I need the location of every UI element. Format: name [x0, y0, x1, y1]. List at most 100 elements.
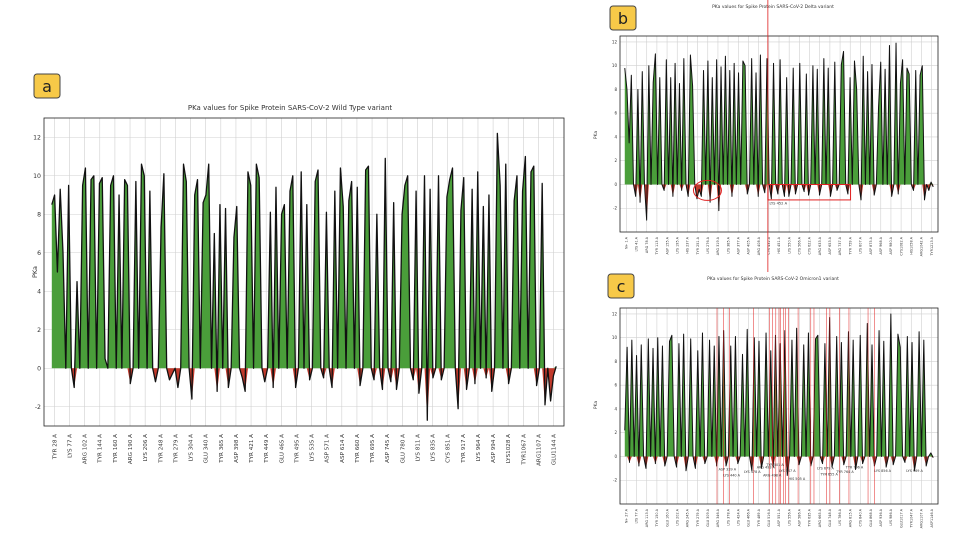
xtick-label: TYR1213 A: [930, 236, 934, 256]
panel-b: b PKa values for Spike Protein SARS-CoV-…: [593, 0, 939, 272]
xtick-label: GLU 340 A: [204, 434, 210, 463]
xtick-label: GLU 748 A: [828, 508, 832, 526]
xtick-label: LYS 206 A: [143, 434, 149, 462]
ytick-label: -2: [35, 404, 41, 411]
annotation-label: LYS 440 A: [723, 474, 740, 478]
xtick-label: HIS 237 A: [686, 236, 690, 253]
xtick-label: N+ 1 A: [625, 236, 629, 249]
xtick-label: LYS 986 A: [889, 508, 893, 525]
panel-a-label: a: [42, 77, 52, 96]
xtick-label: GLU1017 A: [899, 508, 903, 528]
xtick-label: GLU 516 A: [767, 508, 771, 526]
ytick-label: 6: [614, 111, 617, 116]
panel-a-badge: a: [33, 73, 61, 99]
xtick-label: LYS 786 A: [838, 508, 842, 525]
plot-a: -2 0 2 4 6 8 10 12 TYR 28 A LYS 77 A ARG 102 A TYR …: [33, 117, 565, 466]
plot-c: -2 0 2 4 6 8 10 12 N+ 27 A LYS 77 A ARG 113 A TYR 1…: [612, 307, 939, 529]
xtick-label: HIS1058 A: [909, 236, 913, 254]
xtick-label: TYR 365 A: [219, 434, 225, 464]
annotation-label: ARG 498 A: [763, 474, 782, 478]
xtick-label: LYS 811 A: [415, 434, 421, 462]
xtick-label: LYS 378 A: [726, 508, 730, 525]
negative-area-c: [624, 456, 934, 476]
xtick-label: CYS1082 A: [899, 236, 903, 255]
panel-c-title: PKa values for Spike Protein SARS-CoV-2 …: [707, 276, 839, 282]
annotation-label: LYS 856 A: [874, 469, 891, 473]
xtick-label: ARG 113 A: [645, 508, 649, 527]
positive-area-b: [624, 43, 934, 185]
annotation-label: LYS 452 A: [769, 202, 787, 206]
xtick-label: GLU1144 A: [552, 434, 558, 465]
annotation-label: LYS 679 A: [817, 467, 834, 471]
xtick-label: GLU 465 A: [279, 434, 285, 463]
xtick-label: TYR 495 A: [294, 434, 300, 464]
xtick-label: TYR 279 A: [173, 434, 179, 464]
plot-frame-a: [43, 117, 565, 427]
panel-b-badge: b: [609, 5, 637, 31]
xtick-label: ARG1107 A: [920, 508, 924, 528]
highlight-ellipse: [692, 179, 722, 201]
ytick-label: 4: [37, 288, 41, 295]
xtick-label: GLU 309 A: [706, 508, 710, 526]
xtick-label: LYS 835 A: [431, 434, 437, 462]
annotation-label: LYS 478 A: [744, 470, 761, 474]
panel-b-ylabel: PKa: [593, 131, 599, 140]
highlight-box: [767, 183, 852, 201]
xtick-label: LYS1028 A: [506, 434, 512, 463]
xtick-label: ASP 377 A: [736, 236, 740, 254]
panel-a-title: PKa values for Spike Protein SARS-CoV-2 …: [188, 104, 393, 112]
ytick-label: 10: [612, 63, 618, 68]
annotation-label: LYS 547 A: [779, 469, 796, 473]
ytick-label: 8: [614, 87, 617, 92]
xtick-label: TYR 279 A: [696, 508, 700, 527]
xtick-label: ASP 936 A: [879, 508, 883, 526]
panel-a: a PKa values for Spike Protein SARS-CoV-…: [31, 73, 565, 466]
xtick-label: TYR 489 A: [757, 508, 761, 527]
xtick-label: ASP 155 A: [665, 236, 669, 254]
xtick-label: LYS 77 A: [67, 434, 73, 458]
xtick-label: ARG 408 A: [757, 236, 761, 255]
panel-c-badge: c: [607, 273, 635, 299]
grid-a: [44, 118, 564, 426]
ytick-label: -2: [613, 478, 617, 483]
xtick-label: ARG 346 A: [716, 508, 720, 527]
xtick-label: ASP 551 A: [777, 508, 781, 526]
xtick-label: TYR 28 A: [52, 434, 58, 460]
ytick-label: 10: [612, 335, 618, 340]
xtick-label: ASP 398 A: [234, 434, 240, 463]
annotation-label: TYR 501 A: [765, 463, 784, 467]
annotation-label: TYR 796 A: [845, 465, 864, 469]
ytick-label: 0: [37, 365, 41, 372]
ytick-label: -2: [613, 206, 617, 211]
xtick-label: GLU 466 A: [747, 508, 751, 526]
ytick-label: 6: [37, 250, 41, 257]
xtick-label: TYR 917 A: [461, 434, 467, 464]
ytick-label: 6: [614, 383, 617, 388]
xtick-label: TYR 759 A: [848, 236, 852, 255]
ytick-label: 4: [614, 406, 617, 411]
xtick-label: LYS 556 A: [787, 508, 791, 525]
ytick-label: 12: [33, 134, 41, 141]
xtick-label: LYS 195 A: [675, 236, 679, 253]
xtick-label: GLU 160 A: [665, 508, 669, 526]
xtick-label: ARG1042 A: [920, 236, 924, 256]
xtick-label: ARG1107 A: [536, 434, 542, 466]
xtick-label: CYS 432 A: [767, 236, 771, 254]
xtick-label: ASP1146 A: [930, 508, 934, 527]
xtick-label: TYR 660 A: [355, 434, 361, 464]
xtick-label: TYR 150 A: [655, 508, 659, 527]
xtick-label: ARG 737 A: [838, 236, 842, 255]
xtick-label: LYS 964 A: [476, 434, 482, 462]
xtick-label: LYS 385 A: [726, 236, 730, 253]
panel-c-label: c: [617, 277, 626, 296]
xtick-label: TYR1047 A: [909, 508, 913, 528]
xtick-label: TYR 113 A: [655, 236, 659, 255]
xtick-label: TYR 421 A: [249, 434, 255, 464]
ytick-label: 8: [37, 211, 41, 218]
ytick-label: 2: [614, 430, 617, 435]
xtick-label: CYS 566 A: [798, 236, 802, 254]
xtick-label: ASP 586 A: [798, 508, 802, 526]
xtick-label: LYS 535 A: [310, 434, 316, 462]
xtick-label: ASP 614 A: [340, 434, 346, 463]
